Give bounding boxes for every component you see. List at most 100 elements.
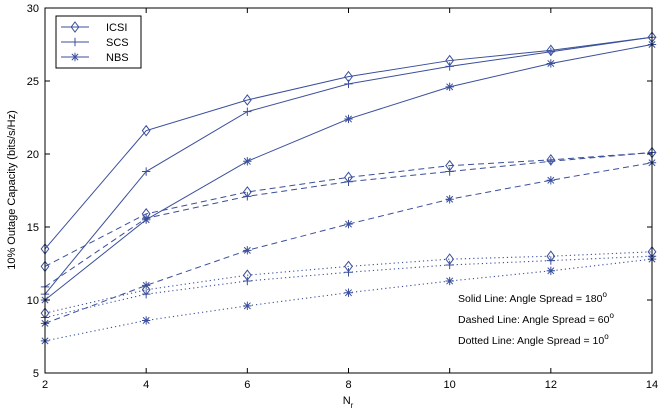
- asterisk-marker-shape: [243, 301, 252, 311]
- asterisk-marker-shape: [344, 114, 353, 124]
- data-point: [141, 124, 151, 137]
- plus-marker-shape: [243, 276, 252, 286]
- y-tick-label: 15: [27, 222, 39, 234]
- data-point: [344, 268, 353, 277]
- x-axis-label: Nr: [343, 395, 354, 410]
- data-point: [344, 114, 353, 124]
- annotations: Solid Line: Angle Spread = 180o Dashed Li…: [458, 290, 615, 347]
- data-point: [344, 177, 353, 186]
- asterisk-marker-shape: [546, 266, 556, 275]
- data-point: [344, 219, 353, 229]
- asterisk-marker-shape: [344, 219, 353, 229]
- x-tick-label: 10: [444, 379, 456, 391]
- x-tick-label: 6: [244, 379, 250, 391]
- plus-marker-shape: [243, 107, 252, 116]
- y-tick-label: 25: [27, 76, 39, 88]
- data-point: [141, 289, 151, 299]
- x-tick-label: 2: [42, 379, 48, 391]
- data-point: [445, 276, 454, 286]
- data-point: [243, 107, 252, 116]
- data-point: [445, 167, 454, 176]
- data-point: [445, 260, 454, 270]
- plus-marker-shape: [445, 62, 454, 71]
- plus-marker-shape: [546, 157, 556, 166]
- x-tick-label: 12: [545, 379, 557, 391]
- data-point: [243, 157, 252, 166]
- diamond-marker-shape: [242, 94, 252, 106]
- y-tick-label: 30: [27, 3, 39, 15]
- asterisk-marker-shape: [546, 176, 556, 185]
- data-point: [546, 157, 556, 166]
- data-point: [546, 59, 556, 68]
- legend-item-nbs: NBS: [61, 52, 129, 64]
- plus-marker-shape: [344, 268, 353, 277]
- asterisk-marker-shape: [445, 82, 454, 92]
- diamond-marker-shape: [70, 21, 80, 33]
- asterisk-marker-shape: [243, 157, 252, 166]
- x-tick-label: 4: [143, 379, 149, 391]
- data-point: [546, 256, 556, 265]
- asterisk-marker-shape: [445, 276, 454, 286]
- data-point: [546, 266, 556, 275]
- legend-item-icsi: ICSI: [61, 21, 127, 34]
- plus-marker-shape: [445, 167, 454, 176]
- data-point: [344, 288, 353, 297]
- diamond-marker-shape: [141, 124, 151, 137]
- data-point: [243, 301, 252, 311]
- data-point: [243, 276, 252, 286]
- asterisk-marker-shape: [344, 288, 353, 297]
- legend-marker: [70, 52, 80, 62]
- data-point: [344, 79, 353, 89]
- plot-area: [45, 8, 652, 373]
- y-axis-label: 10% Outage Capacity (bits/s/Hz): [6, 110, 18, 270]
- plus-marker-shape: [344, 79, 353, 89]
- plus-marker-shape: [546, 256, 556, 265]
- asterisk-marker-shape: [141, 316, 151, 325]
- data-point: [243, 246, 252, 255]
- asterisk-marker-shape: [445, 195, 454, 204]
- plus-marker-shape: [70, 37, 80, 47]
- legend-label: ICSI: [106, 22, 127, 34]
- series-line: [44, 251, 653, 314]
- plus-marker-shape: [546, 47, 556, 56]
- data-point: [141, 167, 151, 176]
- asterisk-marker-shape: [243, 246, 252, 255]
- data-point: [546, 176, 556, 185]
- data-point: [445, 62, 454, 71]
- asterisk-marker-shape: [70, 52, 80, 62]
- x-tick-label: 14: [646, 379, 658, 391]
- data-point: [243, 192, 252, 201]
- axes-layer: 2 4 6 8 10 12 14 5 10 15 20 25 30: [27, 3, 658, 391]
- series-layer: [40, 31, 657, 346]
- y-tick-label: 5: [33, 368, 39, 380]
- annotation-line: Solid Line: Angle Spread = 180o: [458, 290, 608, 305]
- asterisk-marker-shape: [546, 59, 556, 68]
- plot-frame: [44, 7, 653, 374]
- data-point: [445, 195, 454, 204]
- plus-marker-shape: [141, 167, 151, 176]
- plus-marker-shape: [243, 192, 252, 201]
- data-point: [141, 214, 151, 223]
- plot-background: [45, 8, 652, 373]
- legend-label: SCS: [106, 37, 129, 49]
- data-point: [242, 94, 252, 106]
- annotation-line: Dotted Line: Angle Spread = 10o: [458, 332, 609, 347]
- y-tick-label: 10: [27, 295, 39, 307]
- x-axis-label-subscript: r: [351, 401, 354, 410]
- legend-marker: [70, 37, 80, 47]
- legend: ICSI SCS NBS: [55, 15, 142, 69]
- plus-marker-shape: [445, 260, 454, 270]
- legend-label: NBS: [106, 52, 129, 64]
- data-point: [546, 47, 556, 56]
- legend-item-scs: SCS: [61, 37, 129, 49]
- y-tick-label: 20: [27, 149, 39, 161]
- data-point: [141, 316, 151, 325]
- annotation-line: Dashed Line: Angle Spread = 60o: [458, 311, 615, 326]
- data-point: [445, 82, 454, 92]
- x-tick-label: 8: [345, 379, 351, 391]
- legend-marker: [70, 21, 80, 33]
- plus-marker-shape: [141, 289, 151, 299]
- plus-marker-shape: [141, 214, 151, 223]
- plus-marker-shape: [344, 177, 353, 186]
